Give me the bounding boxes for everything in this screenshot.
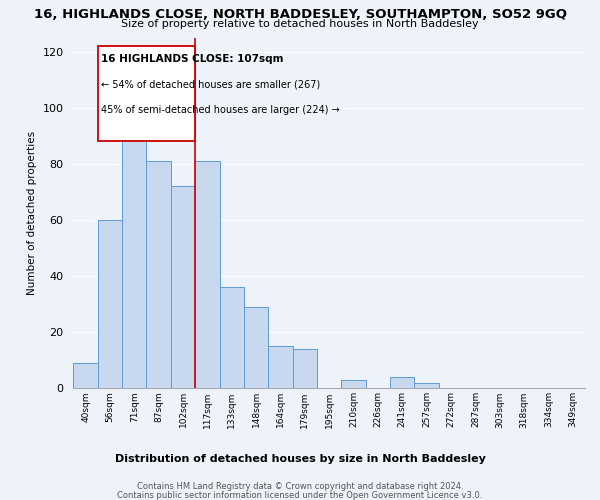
Bar <box>171 186 195 388</box>
Text: Contains HM Land Registry data © Crown copyright and database right 2024.: Contains HM Land Registry data © Crown c… <box>137 482 463 491</box>
Bar <box>268 346 293 389</box>
Text: Contains public sector information licensed under the Open Government Licence v3: Contains public sector information licen… <box>118 491 482 500</box>
Bar <box>146 161 171 388</box>
Y-axis label: Number of detached properties: Number of detached properties <box>27 131 37 295</box>
Bar <box>122 136 146 388</box>
Text: 16 HIGHLANDS CLOSE: 107sqm: 16 HIGHLANDS CLOSE: 107sqm <box>101 54 284 64</box>
Bar <box>98 220 122 388</box>
Bar <box>293 349 317 389</box>
Text: 16, HIGHLANDS CLOSE, NORTH BADDESLEY, SOUTHAMPTON, SO52 9GQ: 16, HIGHLANDS CLOSE, NORTH BADDESLEY, SO… <box>34 8 566 20</box>
FancyBboxPatch shape <box>98 46 195 142</box>
Bar <box>341 380 366 388</box>
Text: Size of property relative to detached houses in North Baddesley: Size of property relative to detached ho… <box>121 19 479 29</box>
Bar <box>220 288 244 388</box>
Bar <box>73 363 98 388</box>
Text: 45% of semi-detached houses are larger (224) →: 45% of semi-detached houses are larger (… <box>101 105 340 115</box>
Text: Distribution of detached houses by size in North Baddesley: Distribution of detached houses by size … <box>115 454 485 464</box>
Bar <box>390 377 415 388</box>
Bar <box>195 161 220 388</box>
Bar <box>244 307 268 388</box>
Text: ← 54% of detached houses are smaller (267): ← 54% of detached houses are smaller (26… <box>101 80 320 90</box>
Bar <box>415 382 439 388</box>
